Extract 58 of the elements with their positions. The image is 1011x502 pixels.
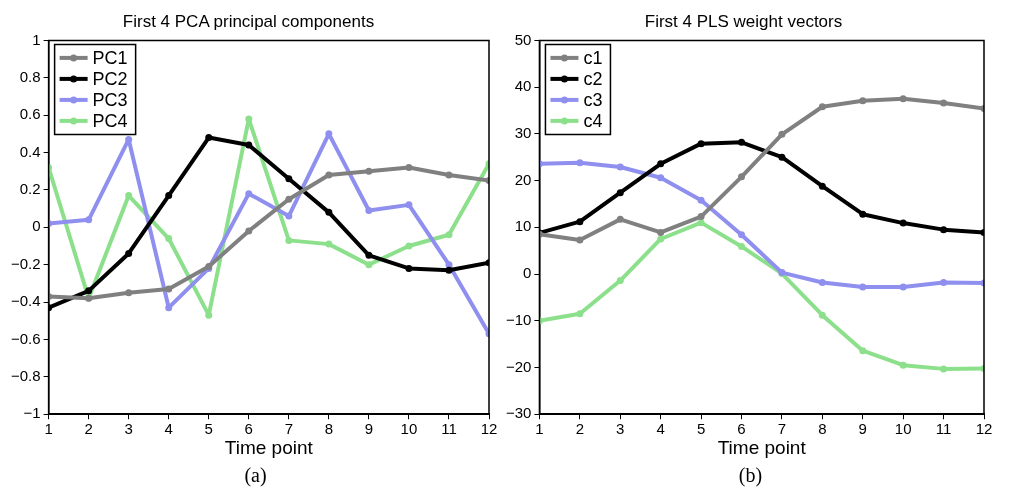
- y-tick-label: 10: [514, 217, 532, 235]
- x-axis-title: Time point: [717, 436, 807, 458]
- x-tick-label: 5: [696, 420, 706, 438]
- x-tick-label: 11: [935, 420, 952, 438]
- x-tick-label: 8: [324, 420, 334, 438]
- x-tick-label: 2: [575, 420, 585, 438]
- y-tick-label: 0.8: [19, 67, 41, 85]
- x-tick-label: 5: [204, 420, 213, 438]
- x-tick-label: 12: [975, 420, 993, 438]
- legend-label: c2: [583, 68, 603, 89]
- x-tick-label: 4: [164, 420, 173, 438]
- y-tick-label: 1: [32, 30, 41, 48]
- x-tick-label: 2: [84, 420, 93, 438]
- chart-title: First 4 PLS weight vectors: [644, 11, 843, 31]
- x-tick-label: 8: [818, 420, 827, 438]
- legend-label: PC4: [92, 110, 128, 131]
- y-tick-label: 40: [514, 77, 532, 95]
- y-tick-label: 0: [523, 264, 532, 282]
- x-tick-label: 10: [400, 420, 418, 438]
- y-tick-label: 0: [32, 217, 41, 235]
- chart-title: First 4 PCA principal components: [122, 11, 375, 31]
- x-tick-label: 6: [737, 420, 746, 438]
- y-tick-label: −0.6: [10, 329, 41, 347]
- x-tick-label: 12: [480, 420, 498, 438]
- y-tick-label: 20: [514, 170, 532, 188]
- text: (a): [243, 464, 268, 487]
- x-tick-label: 1: [535, 420, 544, 438]
- y-tick-label: −1: [23, 404, 41, 422]
- y-tick-label: −30: [505, 404, 532, 422]
- legend-label: c3: [583, 89, 603, 110]
- y-tick-label: −20: [505, 357, 532, 375]
- legend-label: c1: [583, 47, 603, 68]
- y-tick-label: 0.6: [19, 105, 41, 123]
- y-tick-label: −0.4: [10, 292, 41, 310]
- text: (b): [737, 464, 764, 487]
- x-tick-label: 10: [894, 420, 912, 438]
- x-tick-label: 7: [777, 420, 787, 438]
- x-tick-label: 1: [44, 420, 53, 438]
- y-tick-label: 50: [514, 30, 532, 48]
- legend-label: c4: [583, 110, 603, 131]
- y-tick-label: −0.2: [10, 254, 41, 272]
- legend-label: PC1: [92, 47, 128, 68]
- x-tick-label: 6: [244, 420, 253, 438]
- y-tick-label: 0.2: [19, 180, 41, 198]
- x-tick-label: 3: [124, 420, 133, 438]
- x-axis-title: Time point: [224, 436, 314, 458]
- x-tick-label: 9: [858, 420, 867, 438]
- x-tick-label: 4: [656, 420, 665, 438]
- x-tick-label: 11: [441, 420, 457, 438]
- legend-label: PC2: [92, 68, 128, 89]
- y-tick-label: 0.4: [19, 142, 41, 160]
- x-tick-label: 9: [364, 420, 374, 438]
- y-tick-label: −10: [505, 310, 532, 328]
- legend-label: PC3: [92, 89, 128, 110]
- y-tick-label: −0.8: [10, 366, 41, 384]
- y-tick-label: 30: [514, 123, 532, 141]
- x-tick-label: 3: [616, 420, 625, 438]
- x-tick-label: 7: [284, 420, 293, 438]
